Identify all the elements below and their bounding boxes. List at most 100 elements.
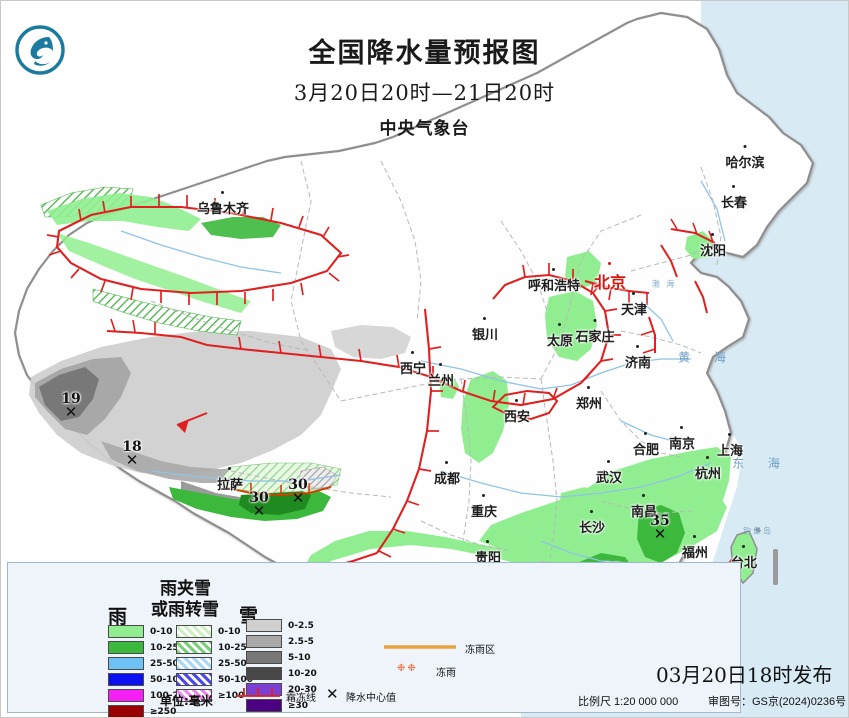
city-label: 兰州 <box>427 363 455 389</box>
city-label: 南昌 <box>631 494 657 520</box>
city-name: 呼和浩特 <box>527 279 581 294</box>
sea-label: 钓鱼岛 <box>743 526 773 536</box>
city-marker-dot <box>692 535 696 538</box>
city-name: 重庆 <box>470 505 498 520</box>
city-marker-dot <box>410 351 414 354</box>
city-label: 合肥 <box>633 432 659 458</box>
review-number: 审图号：GS京(2024)0236号 <box>708 696 847 708</box>
city-marker-dot <box>586 386 590 389</box>
city-label: 拉萨 <box>216 467 244 493</box>
city-name: 太原 <box>546 334 574 349</box>
legend-swatch-label: ≥30 <box>288 701 309 711</box>
sleet-area-tarim-south <box>92 288 242 336</box>
precip-center-cross-icon: ✕ <box>64 404 78 421</box>
sea-label: 黄 海 <box>678 350 736 365</box>
city-name: 银川 <box>471 328 499 343</box>
legend-swatch <box>246 699 282 712</box>
city-label: 天津 <box>620 292 648 318</box>
legend-swatch-label: 25-50 <box>150 659 179 669</box>
diaoyu-islands <box>755 527 761 533</box>
legend-precip-center-label: 降水中心值 <box>346 693 396 704</box>
legend-panel: 南 海 南海诸岛 1：40 000 000 雨 雨夹雪 或雨转雪 雪 0-101… <box>7 562 741 717</box>
city-marker-dot <box>635 345 639 348</box>
city-name: 北京 <box>593 273 627 292</box>
legend-title-sleet-line1: 雨夹雪 <box>160 579 211 599</box>
rain-area-tibet-dark <box>239 489 311 515</box>
sea-label: 东 海 <box>732 456 790 471</box>
legend-swatch-label: 100-250 <box>150 691 192 701</box>
legend-swatch-label: 5-10 <box>288 653 311 663</box>
precip-center-value: 30 <box>249 490 269 506</box>
legend-swatch-label: 2.5-5 <box>288 637 314 647</box>
legend-title-sleet-line2: 或雨转雪 <box>151 600 219 620</box>
city-marker-dot <box>485 540 489 543</box>
legend-swatch <box>108 657 144 670</box>
legend-frost-line-symbol <box>236 688 280 697</box>
city-marker-dot <box>727 433 731 436</box>
city-label: 郑州 <box>575 386 603 412</box>
city-marker-dot <box>641 494 645 497</box>
legend-precip-center-symbol: ✕ <box>326 686 339 703</box>
city-marker-dot <box>710 233 714 236</box>
legend-swatch-label: ≥250 <box>150 707 177 717</box>
precip-center-value: 18 <box>122 439 142 455</box>
legend-freezing-rain-area-label: 冻雨区 <box>465 645 495 656</box>
city-label: 武汉 <box>595 460 623 486</box>
city-marker-dot <box>631 292 635 295</box>
legend-swatch <box>176 625 212 638</box>
city-marker-dot <box>606 460 610 463</box>
city-marker-dot <box>589 510 593 513</box>
city-label: 上海 <box>717 433 743 459</box>
rain-area-gansu-small <box>439 375 459 399</box>
city-label: 呼和浩特 <box>527 268 581 294</box>
city-label: 长春 <box>721 185 747 211</box>
legend-swatch <box>246 651 282 664</box>
legend-swatch-label: 10-25 <box>218 643 247 653</box>
legend-swatch-label: 0-10 <box>150 627 173 637</box>
city-name: 济南 <box>624 356 652 371</box>
city-label: 长沙 <box>579 510 605 536</box>
snow-area-northwest-patch <box>331 325 411 359</box>
city-name: 乌鲁木齐 <box>196 202 250 217</box>
city-marker-dot <box>438 363 442 366</box>
city-name: 郑州 <box>575 397 603 412</box>
legend-swatch <box>176 641 212 654</box>
city-marker-dot <box>220 191 224 194</box>
legend-swatch <box>108 689 144 702</box>
city-name: 天津 <box>620 303 648 318</box>
sea-label: 渤 海 <box>651 279 677 289</box>
legend-swatch <box>108 641 144 654</box>
city-name: 沈阳 <box>699 244 727 259</box>
legend-unit: 单位:毫米 <box>160 694 213 708</box>
city-marker-dot <box>481 494 485 497</box>
city-name: 哈尔滨 <box>725 156 765 171</box>
city-name: 武汉 <box>595 471 623 486</box>
precip-center-value: 30 <box>288 477 308 493</box>
city-label: 北京 <box>593 262 627 293</box>
city-label: 济南 <box>624 345 652 371</box>
city-name: 兰州 <box>427 374 455 389</box>
city-label: 重庆 <box>470 494 498 520</box>
legend-freezing-rain-area-symbol <box>384 645 456 649</box>
legend-swatch-label: 0-2.5 <box>288 621 314 631</box>
precip-center-cross-icon: ✕ <box>291 490 305 507</box>
legend-swatch <box>246 635 282 648</box>
legend-swatch-label: ≥100 <box>218 691 245 701</box>
city-name: 拉萨 <box>216 478 244 493</box>
precip-center-value: 19 <box>61 391 81 407</box>
legend-freezing-rain-symbol: ❉❉ <box>397 663 418 674</box>
rain-area-jiangxi-dark <box>637 505 685 563</box>
city-marker-dot <box>557 323 561 326</box>
city-label: 南京 <box>668 426 696 452</box>
map-scale: 比例尺 1:20 000 000 <box>578 696 679 708</box>
city-marker-dot <box>551 268 555 271</box>
city-label: 成都 <box>434 461 460 487</box>
legend-swatch <box>108 705 144 717</box>
city-label: 西安 <box>504 399 530 425</box>
legend-swatch <box>176 689 212 702</box>
city-marker-dot <box>679 426 683 429</box>
city-label: 西宁 <box>400 351 426 377</box>
city-name: 南京 <box>668 437 696 452</box>
precip-center-marker: 18 ✕ <box>122 440 141 468</box>
legend-swatch-label: 10-25 <box>150 643 179 653</box>
